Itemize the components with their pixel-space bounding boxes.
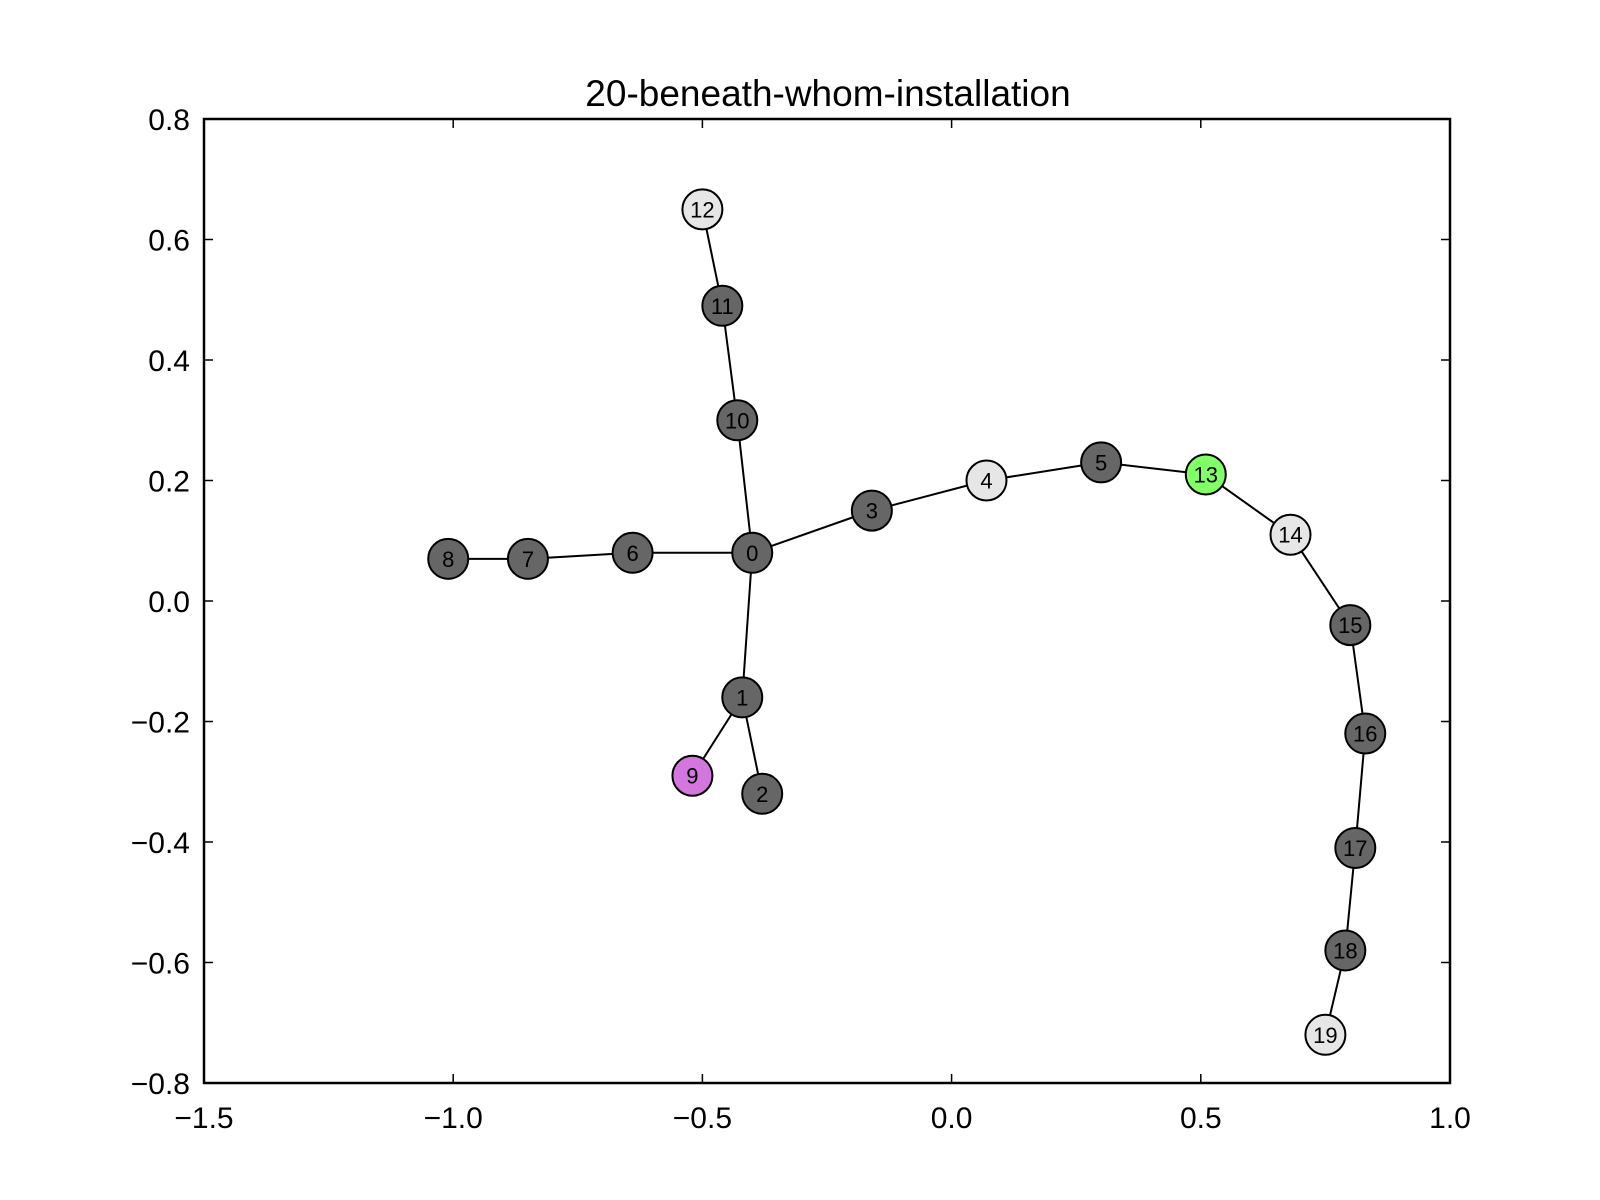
node-label: 3 — [866, 499, 878, 524]
node-14: 14 — [1269, 513, 1312, 556]
node-3: 3 — [850, 489, 893, 532]
y-tick-label: 0.2 — [148, 466, 190, 499]
node-19: 19 — [1304, 1013, 1347, 1056]
node-circle — [427, 537, 470, 580]
node-label: 11 — [711, 294, 734, 319]
node-circle — [611, 531, 654, 574]
x-tick-label: 1.0 — [1429, 1102, 1471, 1135]
node-6: 6 — [611, 531, 654, 574]
node-label: 9 — [686, 764, 698, 789]
node-circle — [850, 489, 893, 532]
axes-frame — [202, 117, 1452, 1085]
node-circle — [701, 284, 744, 327]
node-label: 18 — [1333, 938, 1357, 963]
node-label: 15 — [1338, 613, 1362, 638]
node-circle — [1344, 712, 1387, 755]
y-tick-label: −0.2 — [131, 707, 190, 740]
y-tick-label: 0.8 — [148, 104, 190, 137]
y-tick-label: 0.4 — [148, 345, 190, 378]
node-9: 9 — [671, 754, 714, 797]
node-circle — [1334, 827, 1377, 870]
node-label: 14 — [1278, 523, 1302, 548]
node-label: 13 — [1194, 462, 1218, 487]
chart-title: 20-beneath-whom-installation — [585, 73, 1070, 114]
node-circle — [506, 537, 549, 580]
node-circle — [681, 188, 724, 231]
node-8: 8 — [427, 537, 470, 580]
node-2: 2 — [741, 772, 784, 815]
edge-0-1 — [741, 552, 754, 698]
node-label: 4 — [980, 469, 992, 494]
node-17: 17 — [1334, 827, 1377, 870]
x-tick-label: 0.5 — [1180, 1102, 1222, 1135]
node-circle — [1269, 513, 1312, 556]
y-tick-label: −0.6 — [131, 948, 190, 981]
node-circle — [716, 399, 759, 442]
node-label: 8 — [442, 547, 454, 572]
node-10: 10 — [716, 399, 759, 442]
node-circle — [731, 531, 774, 574]
node-13: 13 — [1184, 453, 1227, 496]
node-circle — [1080, 441, 1123, 484]
x-tick-label: −1.5 — [174, 1102, 233, 1135]
y-tick-label: −0.4 — [131, 827, 190, 860]
y-tick-label: 0.6 — [148, 225, 190, 258]
x-tick-label: −1.0 — [424, 1102, 483, 1135]
node-circle — [671, 754, 714, 797]
node-circle — [1304, 1013, 1347, 1056]
node-label: 7 — [522, 547, 534, 572]
node-label: 12 — [690, 197, 714, 222]
node-15: 15 — [1329, 604, 1372, 647]
node-12: 12 — [681, 188, 724, 231]
node-label: 19 — [1313, 1023, 1337, 1048]
node-1: 1 — [721, 676, 764, 719]
node-label: 16 — [1353, 722, 1377, 747]
node-label: 1 — [736, 685, 748, 710]
node-5: 5 — [1080, 441, 1123, 484]
axis-ticks: −1.5 −1.0 −0.5 0.0 0.5 1.0 0.8 0.6 0.4 0.2 0.0 −0.2… — [131, 104, 1471, 1135]
node-label: 2 — [756, 782, 768, 807]
node-11: 11 — [701, 284, 744, 327]
node-circle — [1184, 453, 1227, 496]
x-tick-label: −0.5 — [673, 1102, 732, 1135]
node-circle — [741, 772, 784, 815]
node-label: 17 — [1343, 836, 1367, 861]
edge-0-3 — [751, 509, 873, 554]
node-0: 0 — [731, 531, 774, 574]
node-18: 18 — [1324, 929, 1367, 972]
y-tick-label: 0.0 — [148, 586, 190, 619]
node-circle — [965, 459, 1008, 502]
node-label: 10 — [725, 408, 749, 433]
x-tick-label: 0.0 — [931, 1102, 973, 1135]
node-label: 0 — [746, 541, 758, 566]
node-16: 16 — [1344, 712, 1387, 755]
node-label: 5 — [1095, 450, 1107, 475]
node-label: 6 — [626, 541, 638, 566]
node-circle — [721, 676, 764, 719]
node-7: 7 — [506, 537, 549, 580]
y-tick-label: −0.8 — [131, 1068, 190, 1101]
node-circle — [1324, 929, 1367, 972]
node-circle — [1329, 604, 1372, 647]
node-4: 4 — [965, 459, 1008, 502]
edge-0-10 — [736, 420, 754, 553]
